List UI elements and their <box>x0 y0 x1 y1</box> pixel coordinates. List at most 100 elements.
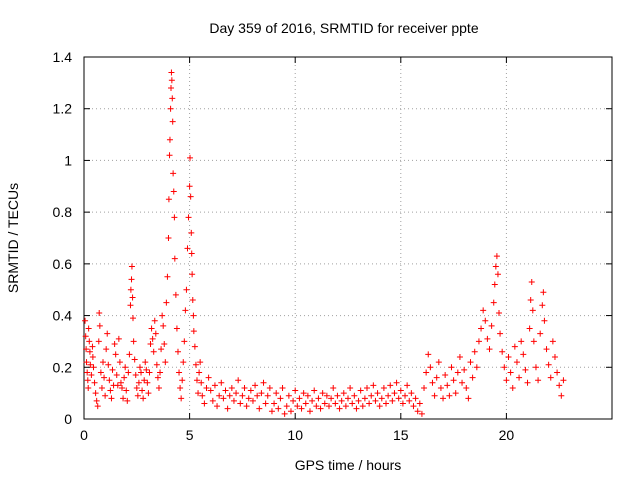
data-point <box>214 403 221 410</box>
data-point <box>290 397 297 404</box>
data-point <box>160 322 167 329</box>
data-point <box>416 400 423 407</box>
y-axis-label: SRMTID / TECUs <box>5 183 21 293</box>
data-point <box>484 335 491 342</box>
data-point <box>184 245 191 252</box>
data-point <box>493 253 500 260</box>
data-point <box>119 384 126 391</box>
data-point <box>167 105 174 112</box>
data-point <box>440 395 447 402</box>
data-point <box>247 387 254 394</box>
data-point <box>84 369 91 376</box>
data-point <box>497 330 504 337</box>
x-axis-label: GPS time / hours <box>295 457 402 473</box>
data-point <box>128 276 135 283</box>
data-point <box>111 341 118 348</box>
data-point <box>245 395 252 402</box>
data-point <box>106 377 113 384</box>
data-point <box>372 397 379 404</box>
data-point <box>152 330 159 337</box>
data-point <box>347 384 354 391</box>
data-point <box>435 359 442 366</box>
data-point <box>516 374 523 381</box>
data-point <box>353 405 360 412</box>
data-point <box>196 369 203 376</box>
data-point <box>279 384 286 391</box>
data-point <box>159 312 166 319</box>
data-point <box>174 348 181 355</box>
data-point <box>82 333 89 340</box>
data-point <box>275 405 282 412</box>
data-point <box>463 384 470 391</box>
data-point <box>130 338 137 345</box>
data-point <box>138 369 145 376</box>
x-tick-label: 0 <box>80 427 88 443</box>
data-point <box>294 403 301 410</box>
data-point <box>349 400 356 407</box>
data-point <box>535 377 542 384</box>
data-point <box>180 359 187 366</box>
data-point <box>145 390 152 397</box>
data-point <box>84 377 91 384</box>
data-point <box>183 286 190 293</box>
data-point <box>151 317 158 324</box>
data-point <box>281 410 288 417</box>
data-point <box>104 330 111 337</box>
data-point <box>325 403 332 410</box>
data-point <box>171 214 178 221</box>
data-point <box>88 372 95 379</box>
data-point <box>459 379 466 386</box>
data-point <box>169 118 176 125</box>
data-point <box>410 403 417 410</box>
data-point <box>187 154 194 161</box>
data-point <box>101 374 108 381</box>
data-point <box>96 322 103 329</box>
data-point <box>132 372 139 379</box>
data-point <box>429 379 436 386</box>
axis-ticks: 0 5 10 15 20 0 0.2 0.4 0.6 0.8 1 1.2 1.4 <box>53 49 612 443</box>
data-point <box>201 400 208 407</box>
data-point <box>359 403 366 410</box>
data-point <box>153 361 160 368</box>
plot-frame <box>83 56 613 420</box>
data-point <box>116 359 123 366</box>
data-point <box>437 384 444 391</box>
data-point <box>374 390 381 397</box>
data-point <box>256 405 263 412</box>
data-point <box>103 346 110 353</box>
data-point <box>243 403 250 410</box>
data-point <box>190 328 197 335</box>
data-point <box>450 377 457 384</box>
data-point <box>131 356 138 363</box>
x-tick-label: 5 <box>186 427 194 443</box>
data-point <box>93 397 100 404</box>
data-point <box>391 390 398 397</box>
data-point <box>150 348 157 355</box>
data-point <box>207 387 214 394</box>
data-point <box>114 382 121 389</box>
data-point <box>85 384 92 391</box>
x-tick-label: 20 <box>499 427 515 443</box>
data-point <box>292 387 299 394</box>
data-point <box>393 379 400 386</box>
data-point <box>433 374 440 381</box>
data-point <box>522 366 529 373</box>
data-point <box>444 382 451 389</box>
data-point <box>389 397 396 404</box>
data-point <box>306 408 313 415</box>
data-point <box>155 384 162 391</box>
data-point <box>480 307 487 314</box>
data-point <box>211 382 218 389</box>
data-point <box>135 379 142 386</box>
data-point <box>530 338 537 345</box>
data-point <box>273 390 280 397</box>
data-point <box>164 273 171 280</box>
data-point <box>94 403 101 410</box>
data-point <box>233 390 240 397</box>
data-point <box>380 384 387 391</box>
data-point <box>285 392 292 399</box>
data-point <box>488 322 495 329</box>
data-point <box>198 379 205 386</box>
data-point <box>456 353 463 360</box>
